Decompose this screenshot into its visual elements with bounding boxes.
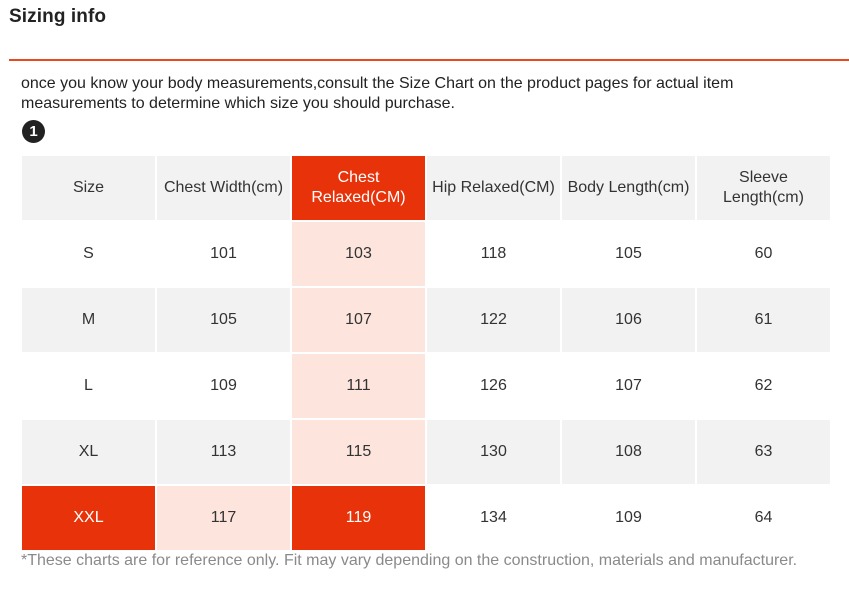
sleeve-length-cell: 60 — [697, 222, 830, 286]
table-header-row: Size Chest Width(cm) Chest Relaxed(CM) H… — [22, 156, 830, 220]
table-row-highlighted: XXL 117 119 134 109 64 — [22, 486, 830, 550]
body-length-cell: 108 — [562, 420, 695, 484]
hip-relaxed-cell: 130 — [427, 420, 560, 484]
size-cell: XL — [22, 420, 155, 484]
chest-width-cell: 105 — [157, 288, 290, 352]
size-chart-table: Size Chest Width(cm) Chest Relaxed(CM) H… — [20, 154, 832, 552]
table-row: L 109 111 126 107 62 — [22, 354, 830, 418]
step-number-badge: 1 — [22, 120, 45, 143]
header-body-length: Body Length(cm) — [562, 156, 695, 220]
body-length-cell: 106 — [562, 288, 695, 352]
sleeve-length-cell: 61 — [697, 288, 830, 352]
size-cell: L — [22, 354, 155, 418]
header-chest-relaxed: Chest Relaxed(CM) — [292, 156, 425, 220]
body-length-cell: 109 — [562, 486, 695, 550]
size-cell: M — [22, 288, 155, 352]
chest-width-cell: 117 — [157, 486, 290, 550]
sleeve-length-cell: 62 — [697, 354, 830, 418]
table-row: M 105 107 122 106 61 — [22, 288, 830, 352]
sleeve-length-cell: 64 — [697, 486, 830, 550]
hip-relaxed-cell: 134 — [427, 486, 560, 550]
chest-relaxed-cell: 115 — [292, 420, 425, 484]
chest-relaxed-cell: 119 — [292, 486, 425, 550]
table-row: S 101 103 118 105 60 — [22, 222, 830, 286]
title-divider — [9, 59, 849, 61]
header-sleeve-length: Sleeve Length(cm) — [697, 156, 830, 220]
intro-text: once you know your body measurements,con… — [21, 75, 734, 112]
header-size: Size — [22, 156, 155, 220]
chest-relaxed-cell: 111 — [292, 354, 425, 418]
body-length-cell: 105 — [562, 222, 695, 286]
header-hip-relaxed: Hip Relaxed(CM) — [427, 156, 560, 220]
chest-relaxed-cell: 107 — [292, 288, 425, 352]
chest-width-cell: 101 — [157, 222, 290, 286]
size-cell: S — [22, 222, 155, 286]
body-length-cell: 107 — [562, 354, 695, 418]
size-cell: XXL — [22, 486, 155, 550]
table-row: XL 113 115 130 108 63 — [22, 420, 830, 484]
hip-relaxed-cell: 118 — [427, 222, 560, 286]
page-title: Sizing info — [9, 6, 107, 27]
hip-relaxed-cell: 126 — [427, 354, 560, 418]
hip-relaxed-cell: 122 — [427, 288, 560, 352]
chest-width-cell: 109 — [157, 354, 290, 418]
chest-relaxed-cell: 103 — [292, 222, 425, 286]
sleeve-length-cell: 63 — [697, 420, 830, 484]
chest-width-cell: 113 — [157, 420, 290, 484]
footnote-text: *These charts are for reference only. Fi… — [21, 552, 798, 569]
header-chest-width: Chest Width(cm) — [157, 156, 290, 220]
